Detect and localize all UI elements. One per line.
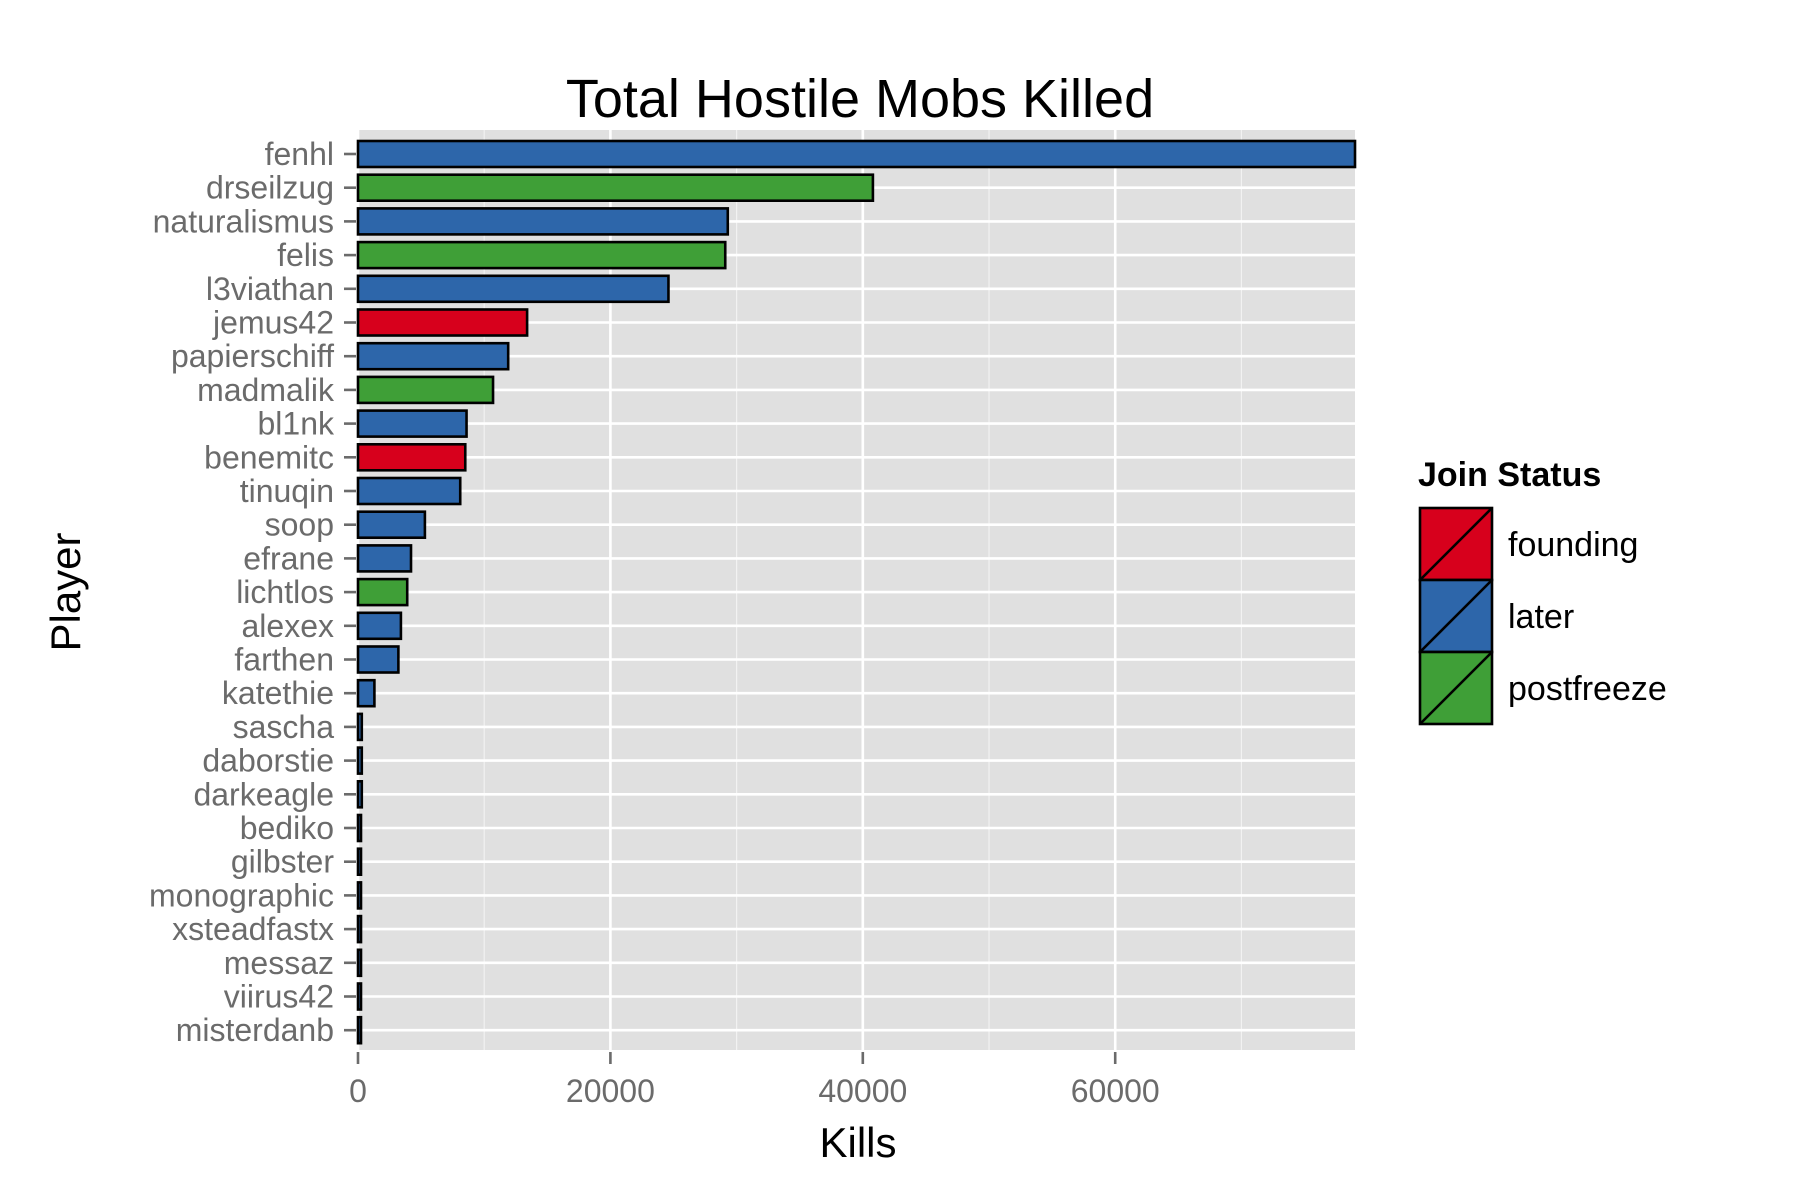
y-tick-label: daborstie (202, 743, 334, 779)
legend-label: postfreeze (1508, 670, 1667, 708)
bar-alexex (356, 611, 403, 641)
bar-madmalik (356, 375, 495, 405)
bar-messaz (356, 948, 363, 978)
y-tick-label: viirus42 (224, 979, 334, 1015)
bar-daborstie (356, 746, 364, 775)
x-tick-label: 60000 (1071, 1073, 1160, 1109)
legend: Join Status founding later postfreeze (1418, 456, 1667, 726)
bar-viirus42 (356, 982, 363, 1011)
bar-soop (356, 510, 427, 540)
bar-katethie (356, 678, 376, 708)
legend-item-later: later (1418, 578, 1574, 654)
y-tick-label: farthen (234, 642, 334, 678)
y-tick-label: papierschiff (171, 338, 334, 374)
y-tick-label: bediko (240, 810, 334, 846)
bar-sascha (356, 712, 364, 742)
legend-key-slash (1419, 579, 1493, 653)
y-tick-label: jemus42 (212, 305, 334, 341)
bar-gilbster (356, 847, 363, 877)
x-axis-title: Kills (819, 1119, 896, 1166)
x-tick-label: 40000 (818, 1073, 907, 1109)
y-tick-label: naturalismus (153, 203, 334, 239)
bar-darkeagle (356, 779, 364, 809)
y-tick-label: soop (265, 507, 334, 543)
y-tick-label: lichtlos (236, 574, 334, 610)
y-tick-label: katethie (222, 675, 334, 711)
bar-misterdanb (356, 1015, 363, 1045)
y-tick-label: felis (277, 237, 334, 273)
legend-title: Join Status (1418, 456, 1601, 494)
bar-xsteadfastx (356, 914, 363, 944)
bar-bediko (356, 813, 363, 843)
bar-tinuqin (356, 476, 462, 506)
y-tick-label: benemitc (204, 439, 334, 475)
bars (356, 139, 1357, 1045)
y-tick-label: l3viathan (206, 271, 334, 307)
bar-naturalismus (356, 207, 730, 236)
y-tick-label: alexex (242, 608, 335, 644)
y-axis-title: Player (42, 532, 89, 651)
bar-efrane (356, 544, 413, 573)
legend-label: founding (1508, 526, 1638, 564)
bar-jemus42 (356, 308, 529, 337)
y-tick-label: xsteadfastx (172, 911, 334, 947)
y-tick-label: drseilzug (206, 170, 334, 206)
legend-item-founding: founding (1418, 506, 1638, 582)
legend-label: later (1508, 598, 1574, 636)
y-tick-label: tinuqin (240, 473, 334, 509)
x-axis: 0 20000 40000 60000 (349, 1052, 1160, 1109)
y-tick-label: monographic (149, 877, 334, 913)
x-tick-label: 20000 (566, 1073, 655, 1109)
y-tick-label: misterdanb (176, 1012, 334, 1048)
y-axis: fenhldrseilzugnaturalismusfelisl3viathan… (149, 136, 356, 1048)
y-tick-label: sascha (233, 709, 335, 745)
y-tick-label: efrane (243, 540, 334, 576)
x-tick-label: 0 (349, 1073, 367, 1109)
bar-felis (356, 240, 727, 270)
bar-bl1nk (356, 409, 468, 438)
legend-key-slash (1419, 507, 1493, 581)
chart-title: Total Hostile Mobs Killed (566, 69, 1154, 129)
bar-drseilzug (356, 173, 875, 202)
bar-fenhl (356, 139, 1357, 169)
bar-lichtlos (356, 577, 409, 607)
bar-l3viathan (356, 274, 670, 304)
bar-benemitc (356, 442, 467, 472)
y-tick-label: fenhl (265, 136, 334, 172)
y-tick-label: gilbster (231, 844, 335, 880)
legend-item-postfreeze: postfreeze (1418, 650, 1667, 726)
bar-monographic (356, 881, 363, 910)
y-tick-label: bl1nk (258, 406, 336, 442)
y-tick-label: darkeagle (193, 776, 334, 812)
bar-papierschiff (356, 341, 510, 371)
y-tick-label: messaz (224, 945, 334, 981)
y-tick-label: madmalik (197, 372, 335, 408)
legend-key-slash (1419, 651, 1493, 725)
bar-farthen (356, 645, 400, 674)
